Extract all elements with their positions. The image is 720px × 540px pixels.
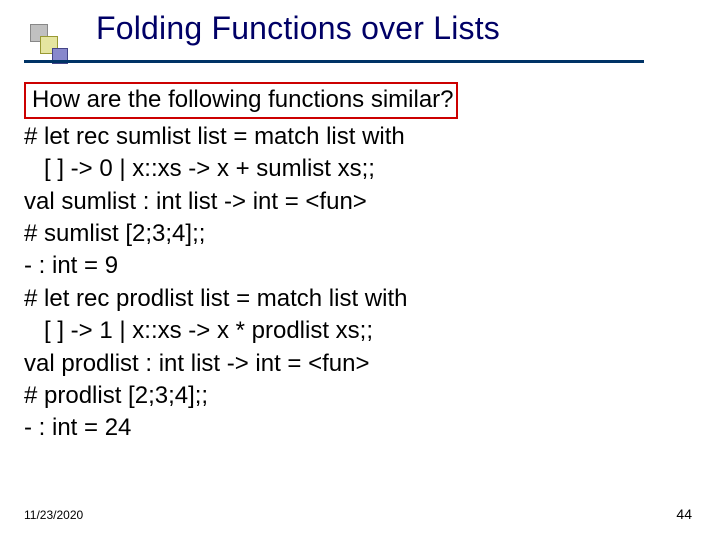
question-highlight-box: How are the following functions similar? <box>24 82 458 119</box>
code-line: - : int = 24 <box>24 412 696 444</box>
content-area: How are the following functions similar?… <box>24 82 696 445</box>
code-line: [ ] -> 1 | x::xs -> x * prodlist xs;; <box>24 315 696 347</box>
code-line: # prodlist [2;3;4];; <box>24 380 696 412</box>
slide: Folding Functions over Lists How are the… <box>0 0 720 540</box>
footer-page-number: 44 <box>676 506 692 522</box>
slide-title: Folding Functions over Lists <box>96 10 720 47</box>
question-text: How are the following functions similar? <box>32 86 452 115</box>
code-line: # let rec sumlist list = match list with <box>24 121 696 153</box>
footer-date: 11/23/2020 <box>24 508 83 522</box>
title-container: Folding Functions over Lists <box>0 10 720 47</box>
code-line: # sumlist [2;3;4];; <box>24 218 696 250</box>
title-underline <box>24 60 644 63</box>
code-line: [ ] -> 0 | x::xs -> x + sumlist xs;; <box>24 153 696 185</box>
code-line: val sumlist : int list -> int = <fun> <box>24 186 696 218</box>
code-line: # let rec prodlist list = match list wit… <box>24 283 696 315</box>
code-line: val prodlist : int list -> int = <fun> <box>24 348 696 380</box>
code-line: - : int = 9 <box>24 250 696 282</box>
